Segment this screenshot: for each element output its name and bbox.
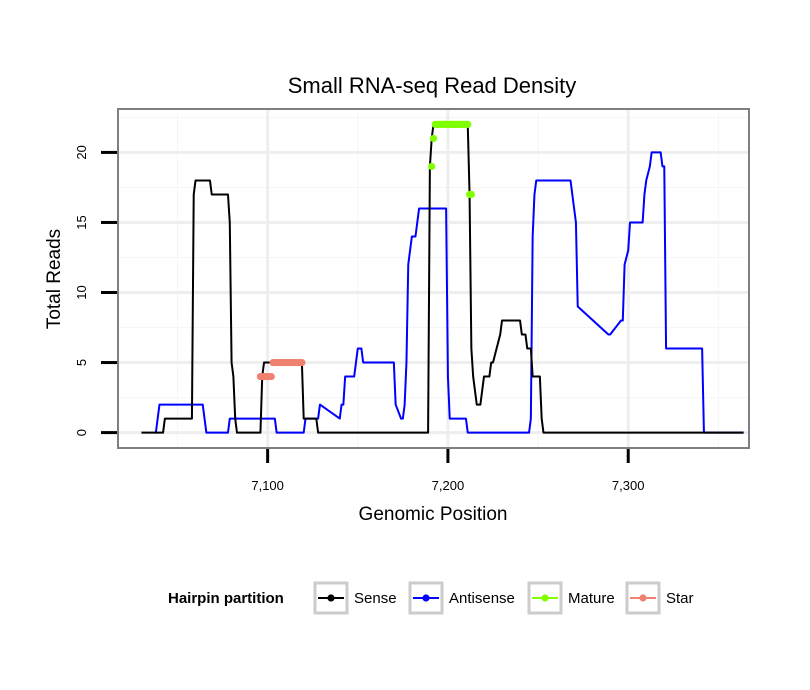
point-star bbox=[267, 372, 275, 381]
legend-item-sense: Sense bbox=[313, 581, 397, 615]
chart-title: Small RNA-seq Read Density bbox=[288, 73, 577, 98]
x-axis-label: Genomic Position bbox=[359, 504, 508, 525]
legend-item-antisense: Antisense bbox=[408, 581, 515, 615]
legend-title: Hairpin partition bbox=[168, 590, 284, 607]
y-tick-label: 20 bbox=[74, 145, 89, 159]
legend-key-point bbox=[639, 594, 647, 602]
series-layer bbox=[141, 120, 744, 434]
y-axis: 0 5 10 15 20 bbox=[74, 145, 117, 436]
y-axis-label: Total Reads bbox=[44, 229, 65, 329]
legend-label: Star bbox=[666, 590, 694, 607]
legend-label: Sense bbox=[354, 590, 397, 607]
legend-key-point bbox=[422, 594, 430, 602]
y-tick-label: 5 bbox=[74, 359, 89, 366]
x-axis: 7,100 7,200 7,300 bbox=[251, 449, 644, 493]
legend-item-star: Star bbox=[625, 581, 694, 615]
legend-label: Mature bbox=[568, 590, 615, 607]
legend-item-mature: Mature bbox=[527, 581, 615, 615]
point-mature bbox=[428, 162, 436, 171]
y-tick-label: 10 bbox=[74, 285, 89, 299]
x-tick-label: 7,300 bbox=[612, 478, 645, 493]
legend-label: Antisense bbox=[449, 590, 515, 607]
point-mature bbox=[467, 190, 475, 199]
point-mature bbox=[464, 120, 472, 129]
y-tick-label: 0 bbox=[74, 429, 89, 436]
y-tick-label: 15 bbox=[74, 215, 89, 229]
legend-key-point bbox=[541, 594, 549, 602]
x-tick-label: 7,100 bbox=[251, 478, 284, 493]
plot-border bbox=[117, 108, 750, 449]
point-star bbox=[298, 358, 306, 367]
point-mature bbox=[429, 134, 438, 143]
legend: Hairpin partition Sense Antisense Mature St… bbox=[168, 581, 694, 615]
legend-key-point bbox=[327, 594, 335, 602]
x-tick-label: 7,200 bbox=[432, 478, 465, 493]
